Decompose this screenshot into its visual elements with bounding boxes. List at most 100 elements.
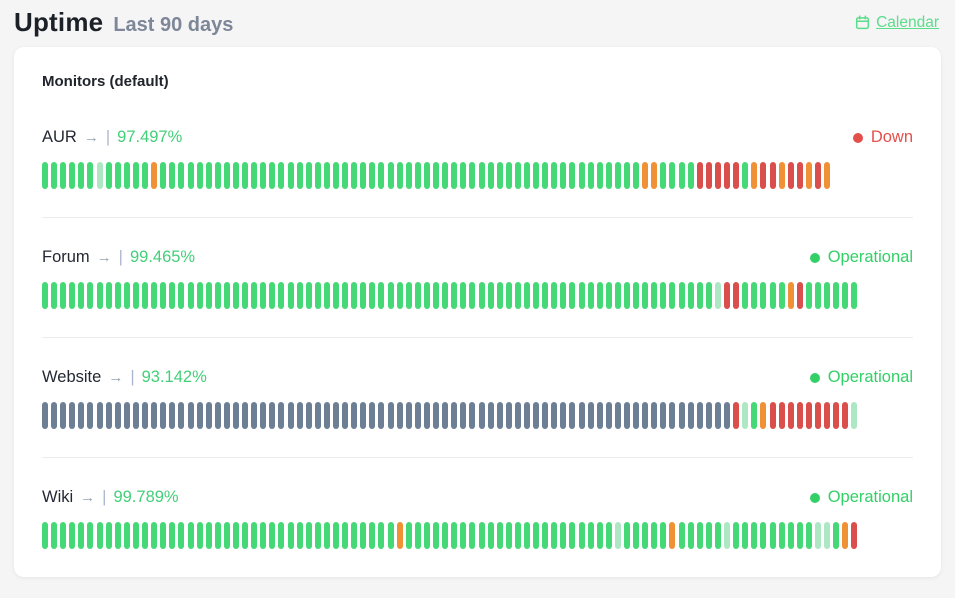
- uptime-day-bar: [269, 162, 276, 189]
- uptime-day-bar: [142, 402, 149, 429]
- uptime-day-bar: [578, 522, 585, 549]
- monitor-link-aur[interactable]: AUR: [42, 128, 77, 146]
- uptime-day-bar: [714, 522, 721, 549]
- uptime-day-bar: [205, 162, 212, 189]
- uptime-day-bar: [624, 282, 630, 309]
- uptime-day-bar: [487, 282, 494, 309]
- uptime-day-bar: [96, 282, 103, 309]
- monitor-link-forum[interactable]: Forum: [42, 248, 90, 266]
- uptime-day-bar: [305, 402, 312, 429]
- monitor-link-website[interactable]: Website: [42, 368, 102, 386]
- uptime-day-bar: [596, 162, 603, 189]
- uptime-day-bar: [242, 522, 249, 549]
- uptime-day-bar: [742, 402, 749, 429]
- divider: [42, 217, 913, 218]
- uptime-day-bar: [251, 282, 258, 309]
- uptime-day-bar: [651, 282, 658, 309]
- uptime-day-bar: [278, 282, 285, 309]
- uptime-day-bar: [69, 282, 76, 309]
- uptime-day-bar: [569, 162, 576, 189]
- uptime-day-bar: [514, 162, 521, 189]
- uptime-day-bar: [551, 162, 558, 189]
- uptime-day-bar: [605, 162, 612, 189]
- monitor-section-website: Website → | 93.142% Operational: [42, 366, 913, 429]
- monitor-section-forum: Forum → | 99.465% Operational: [42, 246, 913, 309]
- uptime-day-bar: [596, 522, 603, 549]
- uptime-day-bar: [533, 162, 540, 189]
- uptime-day-bar: [60, 402, 67, 429]
- uptime-day-bar: [796, 282, 803, 309]
- uptime-day-bar: [123, 402, 130, 429]
- uptime-day-bar: [523, 522, 530, 549]
- uptime-day-bar: [232, 522, 239, 549]
- calendar-link[interactable]: Calendar: [855, 14, 939, 32]
- page-subtitle: Last 90 days: [113, 14, 234, 36]
- uptime-day-bar: [605, 522, 612, 549]
- uptime-day-bar: [296, 282, 303, 309]
- uptime-day-bar: [132, 402, 139, 429]
- uptime-day-bar: [205, 402, 212, 429]
- uptime-day-bar: [323, 402, 330, 429]
- uptime-day-bar: [742, 522, 749, 549]
- uptime-day-bar: [187, 162, 194, 189]
- uptime-day-bar: [696, 402, 703, 429]
- uptime-day-bar: [760, 402, 767, 429]
- uptime-day-bar: [587, 282, 594, 309]
- uptime-day-bar: [633, 522, 640, 549]
- uptime-day-bar: [396, 282, 403, 309]
- uptime-day-bar: [296, 522, 303, 549]
- uptime-day-bar: [187, 522, 194, 549]
- uptime-day-bar: [78, 282, 85, 309]
- uptime-day-bar: [51, 282, 58, 309]
- uptime-day-bar: [378, 162, 385, 189]
- uptime-day-bar: [805, 162, 812, 189]
- uptime-day-bar: [787, 402, 794, 429]
- uptime-day-bar: [242, 162, 249, 189]
- uptime-day-bar: [578, 282, 585, 309]
- uptime-day-bar: [614, 282, 621, 309]
- uptime-day-bar: [105, 522, 112, 549]
- uptime-day-bar: [624, 402, 630, 429]
- uptime-day-bar: [787, 282, 794, 309]
- uptime-day-bar: [478, 282, 485, 309]
- uptime-day-bar: [523, 162, 530, 189]
- uptime-day-bar: [333, 162, 339, 189]
- uptime-day-bar: [478, 402, 485, 429]
- separator: |: [105, 128, 111, 146]
- uptime-day-bar: [514, 282, 521, 309]
- uptime-day-bar: [796, 522, 803, 549]
- uptime-day-bar: [296, 162, 303, 189]
- uptime-day-bar: [760, 522, 767, 549]
- uptime-day-bar: [423, 162, 430, 189]
- uptime-day-bar: [742, 282, 749, 309]
- uptime-day-bar: [596, 402, 603, 429]
- monitor-link-wiki[interactable]: Wiki: [42, 488, 74, 506]
- uptime-day-bar: [587, 402, 594, 429]
- uptime-day-bar: [560, 282, 567, 309]
- uptime-bar-row: [42, 282, 913, 309]
- uptime-day-bar: [423, 402, 430, 429]
- uptime-day-bar: [42, 282, 48, 309]
- uptime-day-bar: [614, 162, 621, 189]
- uptime-day-bar: [178, 162, 185, 189]
- uptime-day-bar: [387, 162, 394, 189]
- uptime-day-bar: [751, 522, 758, 549]
- uptime-day-bar: [587, 162, 594, 189]
- uptime-day-bar: [578, 162, 585, 189]
- divider: [42, 337, 913, 338]
- uptime-day-bar: [724, 162, 731, 189]
- uptime-day-bar: [842, 402, 849, 429]
- uptime-day-bar: [469, 162, 476, 189]
- uptime-day-bar: [696, 522, 703, 549]
- uptime-day-bar: [824, 522, 831, 549]
- uptime-day-bar: [87, 282, 94, 309]
- uptime-day-bar: [805, 522, 812, 549]
- uptime-day-bar: [642, 402, 649, 429]
- status-dot: [809, 372, 820, 383]
- uptime-day-bar: [369, 402, 376, 429]
- uptime-day-bar: [433, 522, 440, 549]
- uptime-day-bar: [505, 162, 512, 189]
- uptime-day-bar: [705, 282, 712, 309]
- uptime-day-bar: [778, 522, 785, 549]
- uptime-day-bar: [314, 402, 321, 429]
